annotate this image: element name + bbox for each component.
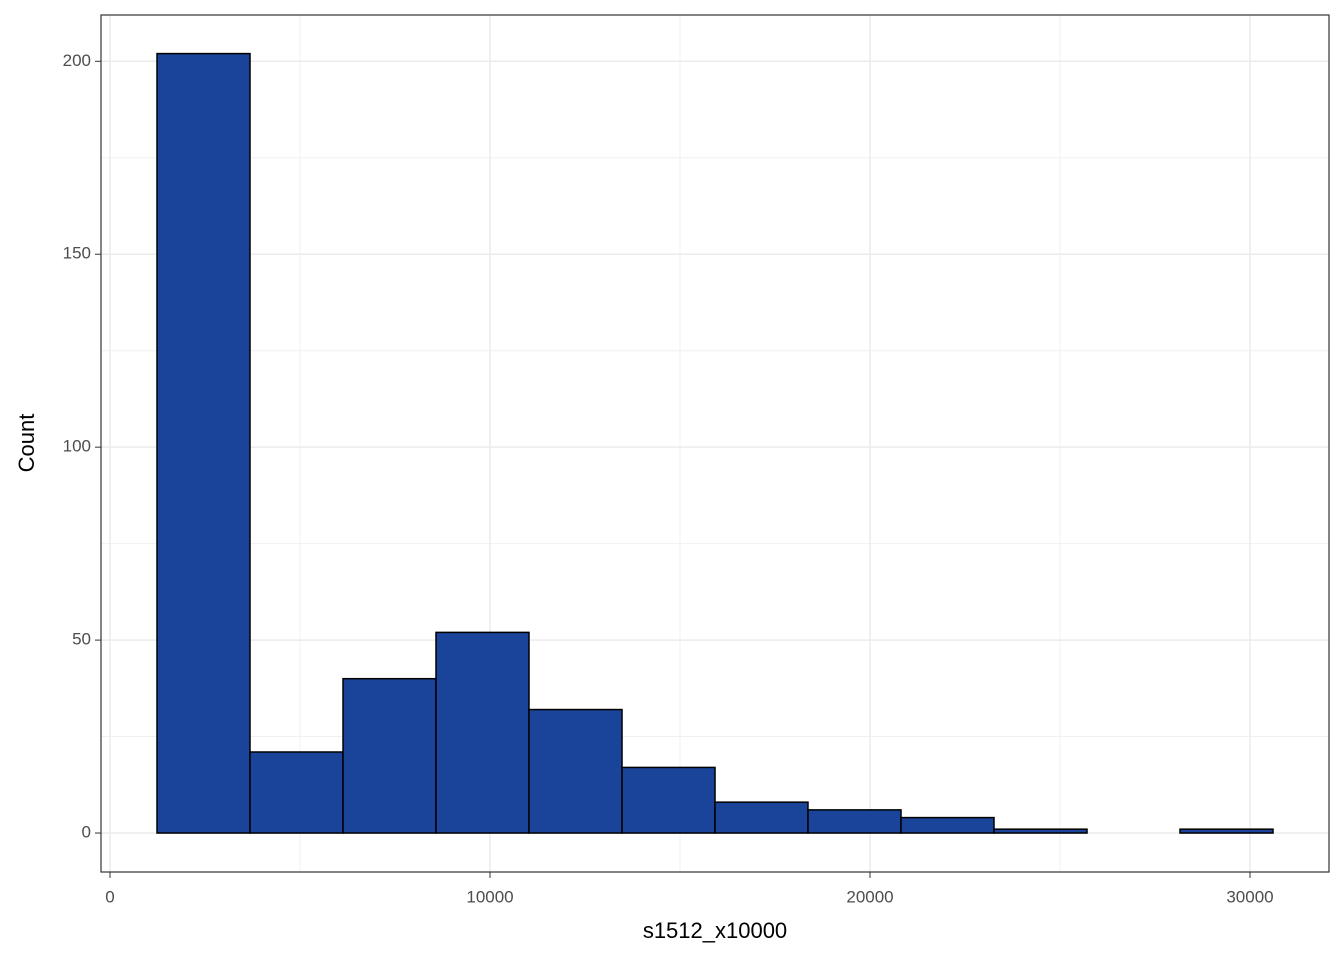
plot-background [101,15,1329,872]
y-axis-title: Count [14,414,39,473]
bar [807,809,902,834]
x-tick-label: 20000 [846,887,893,906]
bar [342,677,437,834]
bar [156,52,251,834]
y-tick-label: 50 [72,630,91,649]
y-tick-label: 150 [63,244,91,263]
bar [1179,828,1274,834]
x-axis-title: s1512_x10000 [643,918,787,943]
y-tick-label: 200 [63,51,91,70]
bar [993,828,1088,834]
x-tick-label: 30000 [1226,887,1273,906]
bar [249,751,344,834]
y-tick-label: 0 [82,823,91,842]
plot-border [100,14,1330,873]
bar [435,631,530,834]
bar [621,766,716,834]
x-tick-label: 10000 [466,887,513,906]
bar [528,708,623,834]
x-tick-label: 0 [105,887,114,906]
bar [900,816,995,834]
bar [714,801,809,834]
y-tick-label: 100 [63,437,91,456]
